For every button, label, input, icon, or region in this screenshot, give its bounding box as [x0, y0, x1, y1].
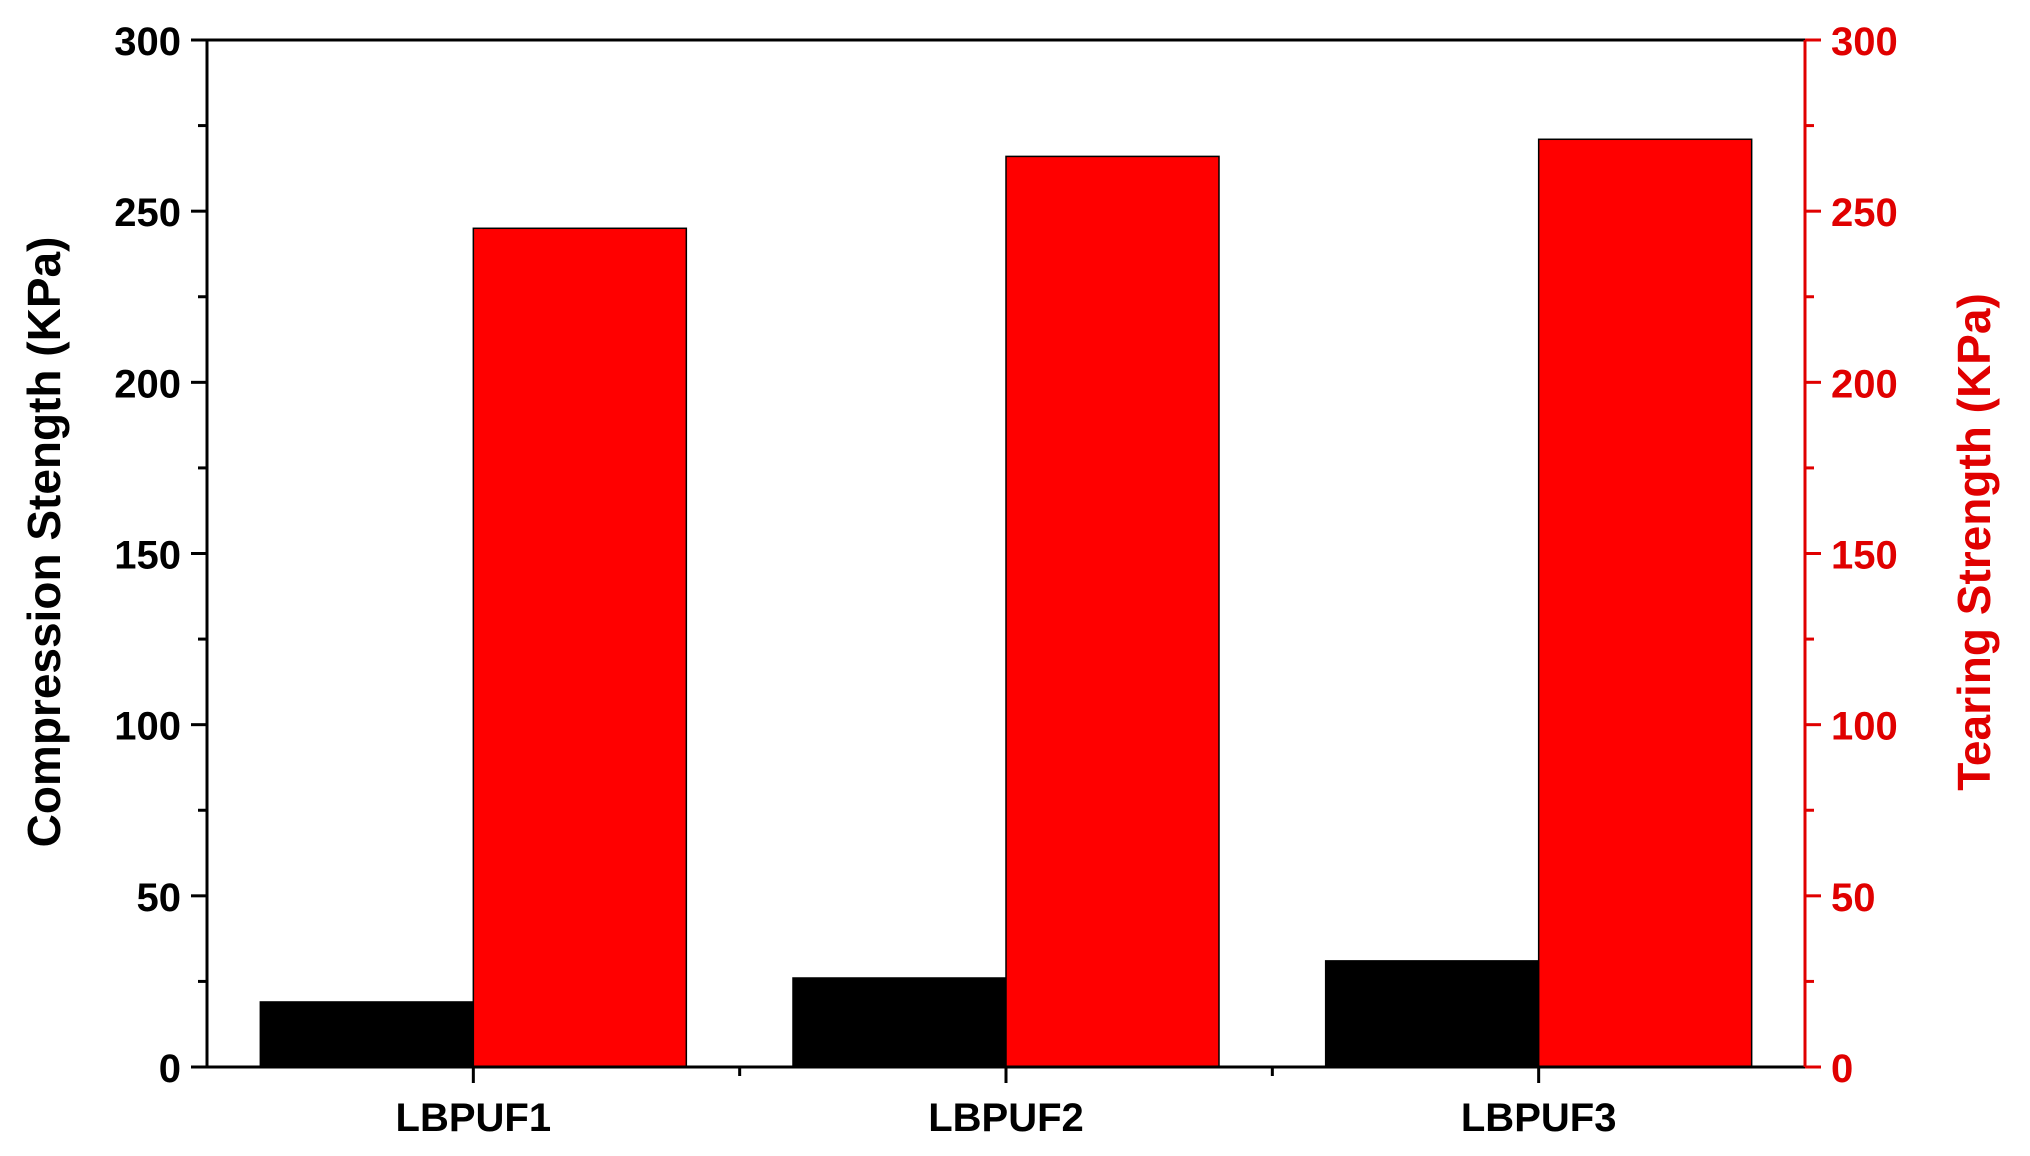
y-tick-label-left: 50: [137, 876, 182, 920]
y-tick-label-left: 250: [114, 191, 181, 235]
x-tick-label-lbpuf3: LBPUF3: [1461, 1096, 1617, 1140]
bar-lbpuf2-tearing: [1005, 155, 1220, 1068]
y-tick-label-right: 250: [1831, 191, 1898, 235]
bar-lbpuf1-compression: [259, 1001, 475, 1068]
y-tick-label-right: 300: [1831, 20, 1898, 64]
y-tick-label-right: 50: [1831, 876, 1876, 920]
x-tick-label-lbpuf2: LBPUF2: [928, 1096, 1084, 1140]
bar-lbpuf2-compression: [792, 977, 1007, 1068]
x-tick-label-lbpuf1: LBPUF1: [396, 1096, 552, 1140]
y-tick-label-left: 300: [114, 20, 181, 64]
y-tick-label-left: 0: [159, 1047, 181, 1091]
bar-lbpuf1-tearing: [472, 227, 688, 1068]
bar-lbpuf3-tearing: [1537, 138, 1753, 1068]
bar-lbpuf3-compression: [1324, 960, 1540, 1068]
y-axis-label-left: Compression Stength (KPa): [18, 237, 70, 848]
y-tick-label-left: 200: [114, 362, 181, 406]
y-tick-label-right: 200: [1831, 362, 1898, 406]
y-tick-label-right: 150: [1831, 534, 1898, 578]
y-tick-label-right: 100: [1831, 705, 1898, 749]
axes-group: 0 50 100 150 200 250 300 0 50 100 150 200 250 300 LBPU…: [114, 20, 1898, 1140]
y-tick-label-right: 0: [1831, 1047, 1853, 1091]
y-tick-label-left: 100: [114, 705, 181, 749]
y-tick-label-left: 150: [114, 534, 181, 578]
bars-group: [259, 138, 1753, 1068]
y-axis-label-right: Tearing Strength (KPa): [1948, 293, 2000, 791]
